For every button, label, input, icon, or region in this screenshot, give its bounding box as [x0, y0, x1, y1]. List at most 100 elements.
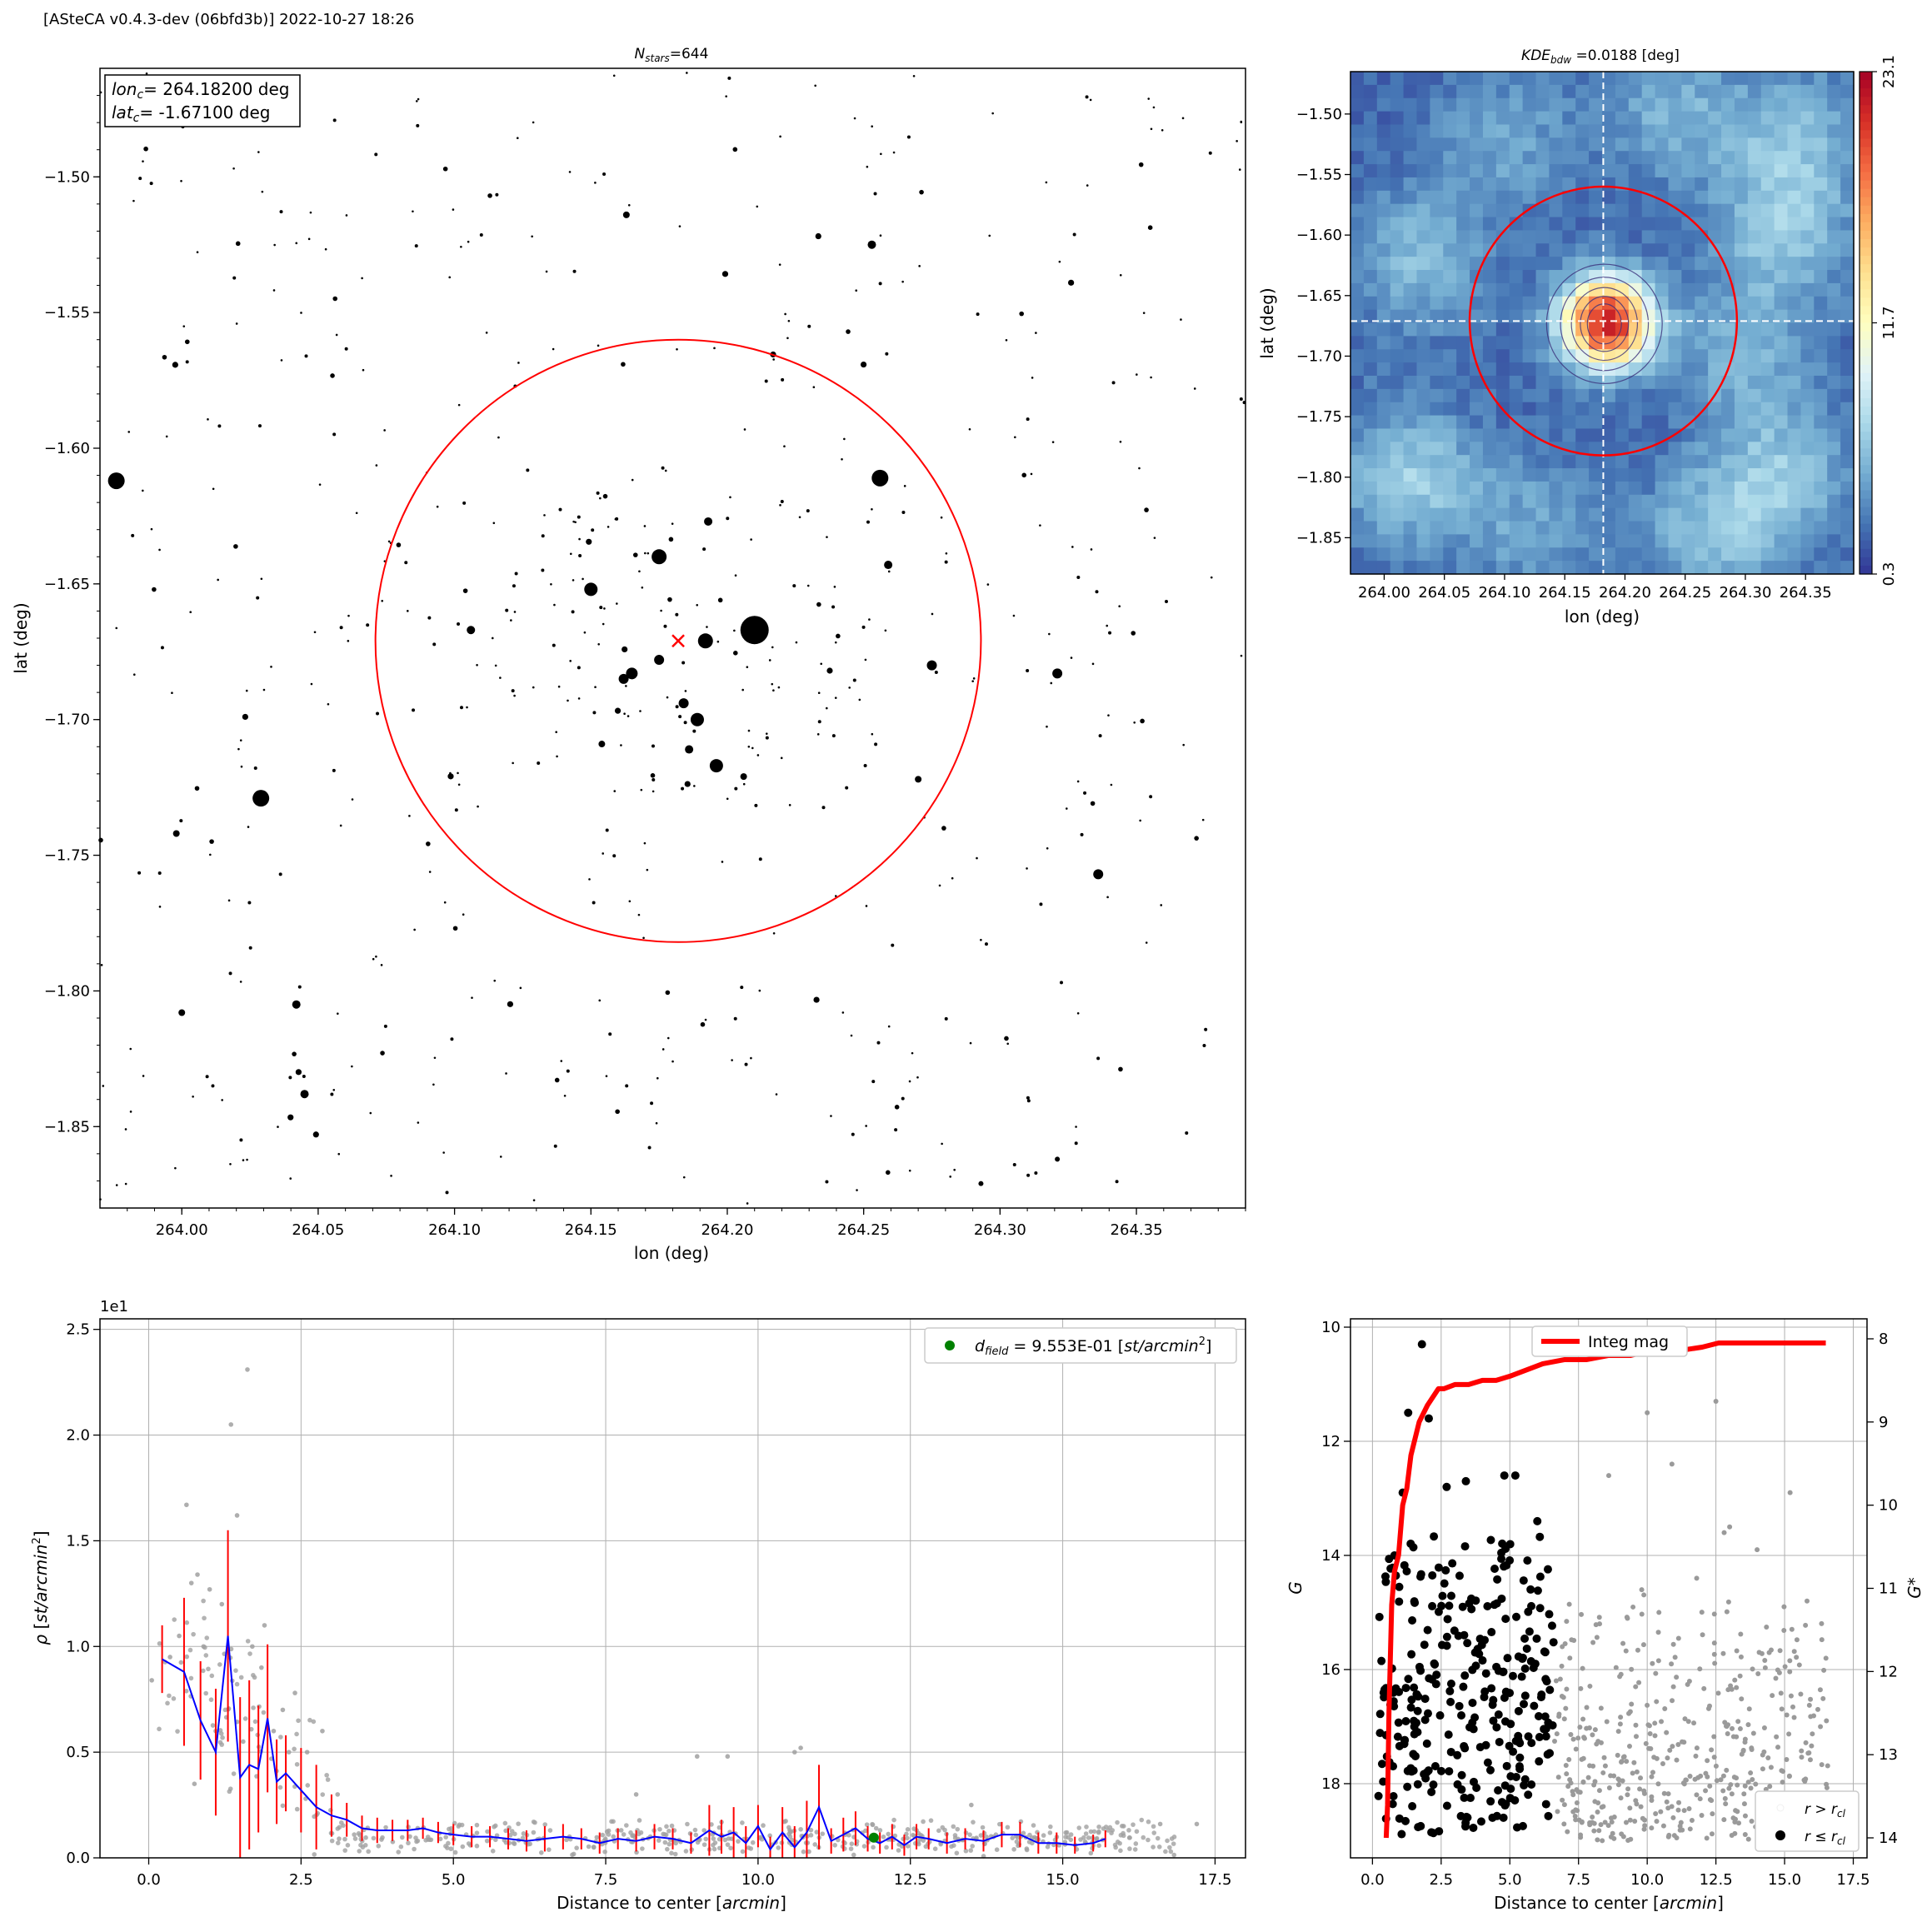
r-out-star [1563, 1762, 1569, 1768]
star-marker [433, 1056, 437, 1060]
r-in-star [1541, 1732, 1550, 1741]
density-sample-point [234, 1513, 240, 1518]
kde-cell [1589, 388, 1603, 403]
kde-cell [1774, 309, 1789, 324]
kde-cell [1589, 561, 1603, 575]
star-marker [836, 633, 841, 639]
r-in-star [1455, 1701, 1464, 1710]
density-sample-point [602, 1849, 607, 1855]
kde-cell [1774, 521, 1789, 535]
density-sample-point [307, 1717, 312, 1723]
density-sample-point [1021, 1830, 1026, 1836]
kde-cell [1827, 124, 1841, 138]
kde-cell [1668, 521, 1682, 535]
star-marker [517, 362, 520, 364]
kde-cell [1522, 507, 1537, 522]
lon-center-sub: c [137, 88, 143, 102]
star-marker [944, 1016, 948, 1021]
kde-cell [1827, 362, 1841, 377]
star-marker [815, 232, 821, 240]
kde-cell [1350, 375, 1365, 390]
star-marker [239, 981, 242, 983]
kde-cell [1800, 151, 1815, 165]
density-sample-point [657, 1826, 662, 1832]
kde-cell [1430, 534, 1444, 548]
kde-cell [1628, 137, 1643, 152]
star-marker [816, 602, 821, 607]
kde-cell [1376, 230, 1391, 244]
density-sample-point [222, 1707, 228, 1713]
kde-cell [1695, 375, 1709, 390]
colorbar-segment [1860, 322, 1872, 332]
star-marker [387, 540, 391, 543]
star-marker [1065, 807, 1068, 810]
r-in-star [1524, 1790, 1533, 1800]
kde-cell [1840, 296, 1855, 311]
r-out-star [1581, 1735, 1587, 1741]
r-out-star [1670, 1744, 1675, 1750]
kde-cell [1456, 97, 1470, 112]
r-out-star [1595, 1809, 1600, 1815]
star-marker [865, 905, 868, 907]
kde-cell [1800, 72, 1815, 86]
density-sample-point [971, 1820, 976, 1825]
kde-cell [1495, 534, 1510, 548]
r-out-star [1788, 1693, 1794, 1699]
kde-cell [1734, 322, 1749, 337]
star-marker [324, 247, 327, 251]
kde-cell [1535, 547, 1550, 562]
kde-cell [1535, 164, 1550, 178]
kde-cell [1575, 282, 1590, 297]
kde-cell [1549, 296, 1563, 311]
r-out-star [1670, 1815, 1676, 1820]
kde-cell [1800, 375, 1815, 390]
kde-cell [1668, 561, 1682, 575]
kde-cell [1787, 203, 1802, 218]
star-marker [1026, 668, 1030, 672]
kde-cell [1734, 375, 1749, 390]
star-marker [831, 605, 836, 609]
kde-cell [1641, 494, 1656, 509]
star-map-ytick-label: −1.55 [44, 304, 90, 322]
r-in-star [1512, 1612, 1521, 1621]
star-marker [256, 596, 260, 600]
r-out-star [1584, 1705, 1590, 1710]
star-marker [605, 1075, 608, 1077]
kde-cell [1655, 561, 1670, 575]
r-out-star [1782, 1664, 1788, 1670]
r-in-star [1453, 1750, 1462, 1760]
r-in-star [1442, 1632, 1451, 1641]
r-in-star [1460, 1793, 1469, 1802]
star-marker [242, 713, 248, 721]
kde-cell [1760, 442, 1775, 456]
kde-cell [1430, 111, 1444, 126]
r-in-star [1460, 1671, 1470, 1680]
kde-cell [1695, 97, 1709, 112]
star-marker [100, 964, 103, 966]
r-out-star [1620, 1640, 1626, 1646]
kde-cell [1522, 388, 1537, 403]
kde-cell [1734, 481, 1749, 496]
kde-cell [1800, 547, 1815, 562]
star-marker [620, 744, 622, 746]
r-out-star [1560, 1695, 1566, 1700]
kde-cell [1562, 190, 1576, 205]
density-sample-point [437, 1836, 443, 1842]
r-in-star [1445, 1686, 1455, 1695]
density-sample-point [1109, 1830, 1114, 1836]
bright-star-marker [1055, 1156, 1061, 1162]
density-sample-point [209, 1673, 215, 1679]
colorbar-segment [1860, 515, 1872, 525]
kde-cell [1390, 270, 1405, 284]
density-sample-point [621, 1832, 627, 1837]
kde-cell [1800, 322, 1815, 337]
star-marker [1096, 1056, 1101, 1061]
density-sample-point [637, 1818, 642, 1823]
r-out-star [1805, 1598, 1810, 1604]
density-sample-point [808, 1833, 814, 1838]
star-marker [651, 777, 656, 781]
kde-cell [1681, 349, 1695, 363]
star-marker [1006, 1042, 1010, 1046]
kde-cell [1602, 388, 1616, 403]
kde-cell [1443, 217, 1457, 232]
